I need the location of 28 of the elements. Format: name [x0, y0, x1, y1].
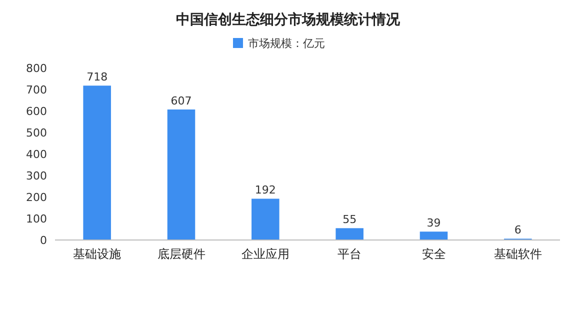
- y-tick-label: 100: [26, 212, 47, 226]
- x-tick-label: 基础软件: [494, 247, 542, 261]
- y-tick-label: 500: [26, 126, 47, 140]
- x-tick-label: 安全: [422, 247, 446, 261]
- y-tick-label: 700: [26, 84, 47, 96]
- x-tick-label: 基础设施: [73, 247, 122, 261]
- chart-title: 中国信创生态细分市场规模统计情况: [176, 11, 401, 28]
- x-tick-label: 平台: [338, 247, 362, 261]
- data-label: 39: [426, 216, 441, 230]
- data-label: 718: [86, 70, 108, 84]
- y-tick-label: 600: [26, 105, 47, 118]
- y-tick-label: 300: [26, 170, 47, 182]
- bar: [252, 198, 280, 240]
- data-label: 192: [254, 184, 276, 197]
- data-label: 607: [170, 94, 192, 108]
- y-tick-label: 0: [40, 234, 47, 247]
- bar: [83, 86, 111, 240]
- legend-label: 市场规模：亿元: [248, 37, 325, 50]
- bar: [336, 228, 364, 240]
- data-label: 55: [342, 213, 357, 226]
- y-tick-label: 800: [26, 62, 47, 75]
- y-tick-label: 200: [26, 191, 47, 204]
- x-tick-label: 企业应用: [241, 247, 290, 261]
- bar: [167, 109, 196, 240]
- data-label: 6: [514, 224, 522, 237]
- x-tick-label: 底层硬件: [157, 247, 206, 261]
- y-tick-label: 400: [26, 148, 47, 161]
- bar: [420, 232, 448, 240]
